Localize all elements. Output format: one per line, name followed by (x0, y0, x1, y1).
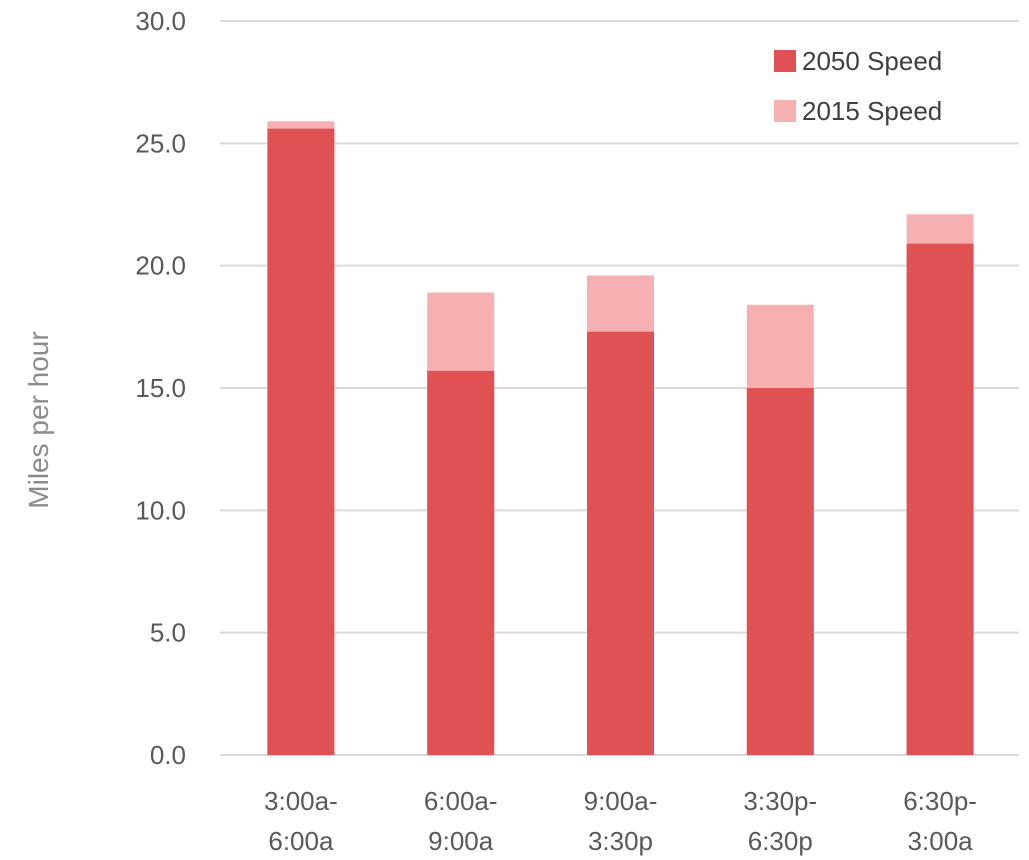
bar-2050-speed (267, 128, 335, 756)
y-tick-label: 0.0 (150, 740, 186, 770)
legend-swatch-2050 (774, 50, 796, 72)
y-tick-label: 30.0 (135, 6, 186, 36)
x-tick-label: 6:00a-9:00a (424, 786, 498, 856)
legend-swatch-2015 (774, 100, 796, 122)
x-tick-label: 6:30p-3:00a (903, 786, 977, 856)
bar-2050-speed (906, 243, 974, 755)
y-tick-label: 25.0 (135, 128, 186, 158)
legend-label-2015: 2015 Speed (802, 96, 942, 126)
bar-2050-speed (587, 331, 654, 755)
bar-2050-speed (427, 370, 495, 755)
x-tick-label: 3:00a-6:00a (264, 786, 338, 856)
y-axis-label: Miles per hour (23, 331, 54, 508)
x-tick-label: 9:00a-3:30p (584, 786, 658, 856)
y-tick-label: 20.0 (135, 251, 186, 281)
bars (267, 121, 974, 756)
x-tick-labels: 3:00a-6:00a 6:00a-9:00a 9:00a-3:30p 3:30p-6… (264, 786, 977, 856)
legend: 2050 Speed 2015 Speed (774, 46, 942, 126)
x-tick-label: 3:30p-6:30p (743, 786, 817, 856)
y-tick-label: 10.0 (135, 495, 186, 525)
bar-2050-speed (746, 388, 814, 755)
y-tick-label: 5.0 (150, 618, 186, 648)
y-tick-labels: 0.0 5.0 10.0 15.0 20.0 25.0 30.0 (135, 6, 186, 770)
legend-label-2050: 2050 Speed (802, 46, 942, 76)
y-tick-label: 15.0 (135, 373, 186, 403)
